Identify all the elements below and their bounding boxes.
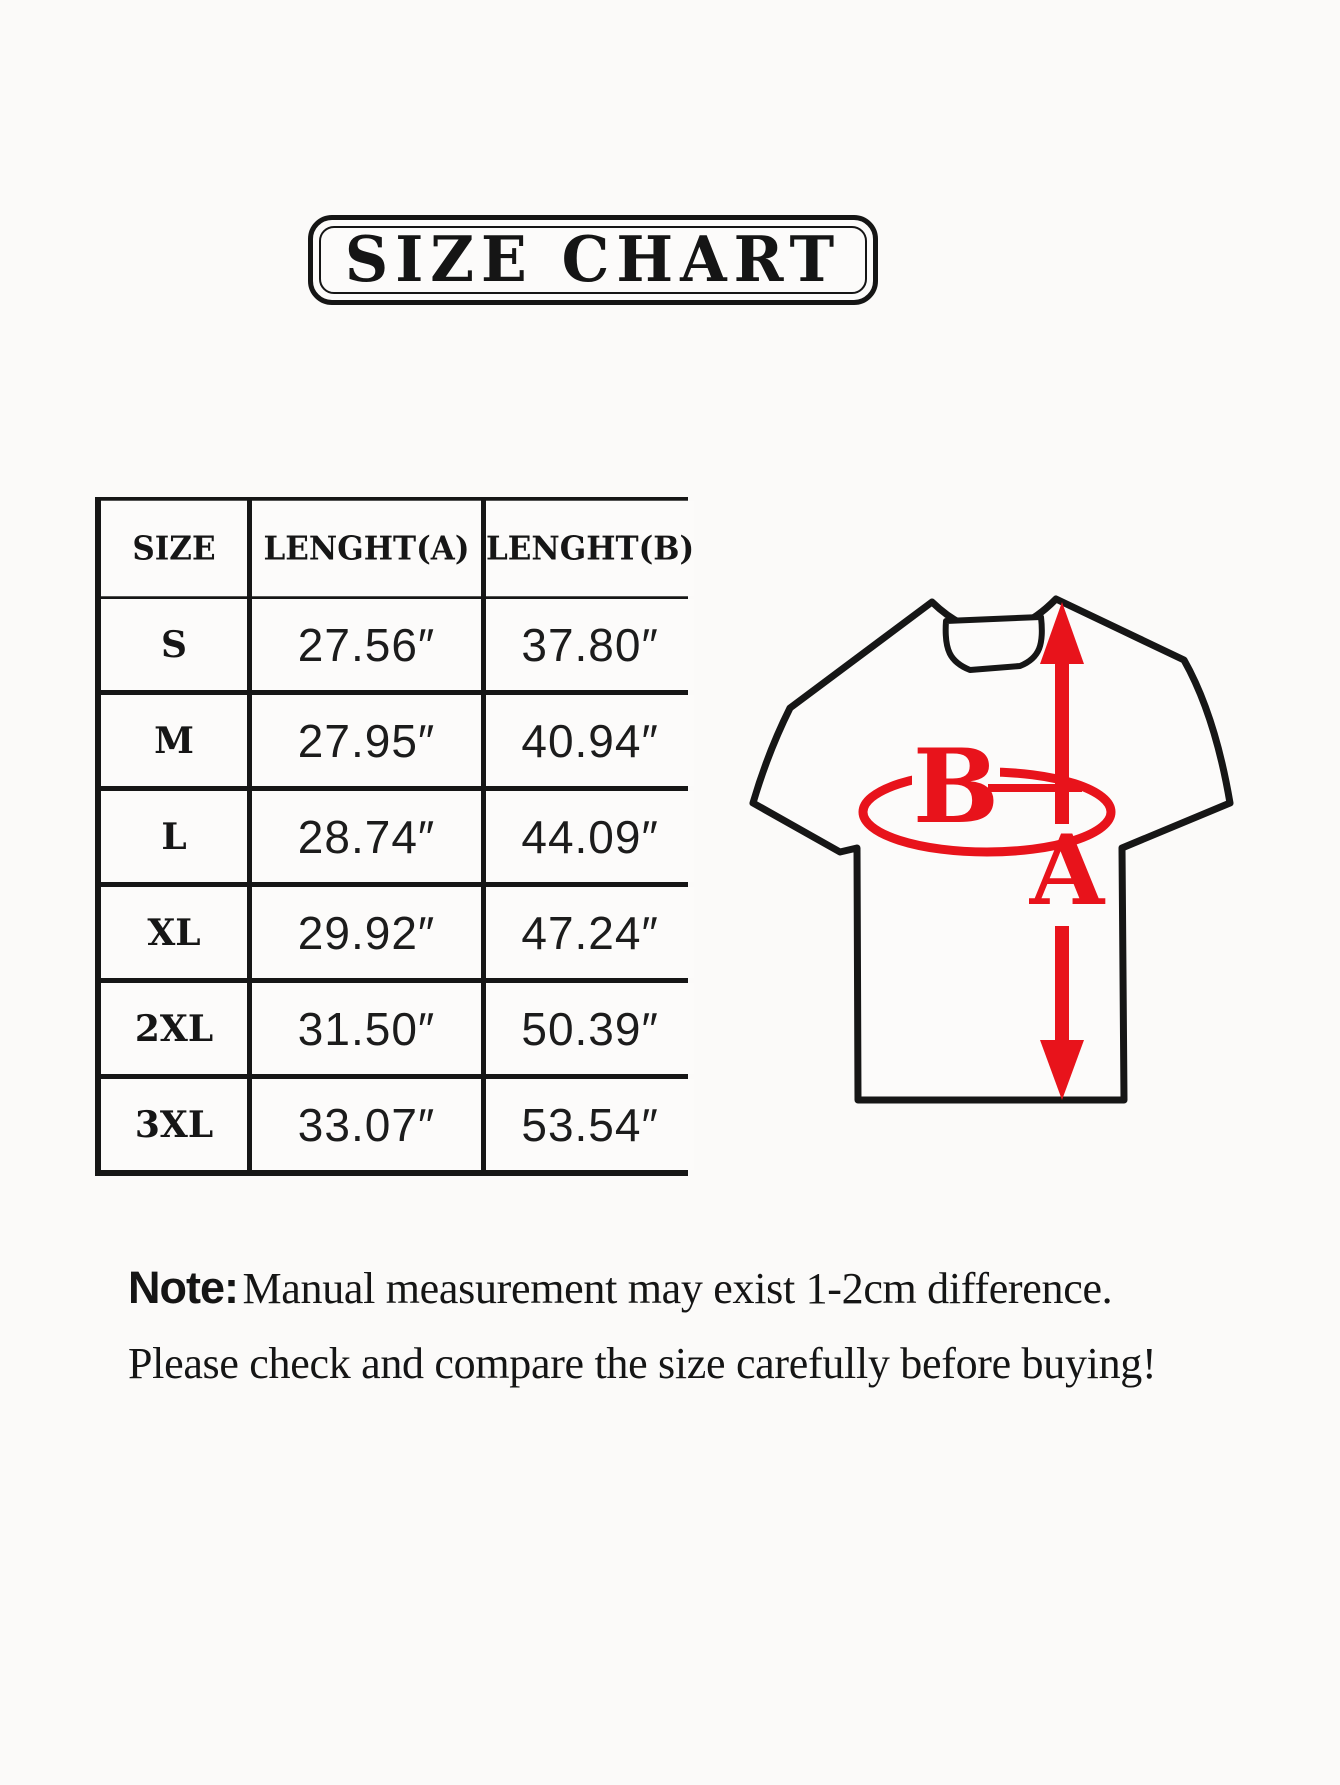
length-a-cell: 33.07″ — [252, 1079, 481, 1170]
size-cell: 3XL — [101, 1079, 247, 1170]
title-box-inner-border: SIZE CHART — [319, 223, 867, 297]
arrow-head-down — [1040, 1040, 1084, 1100]
collar-opening — [942, 614, 1045, 673]
length-b-cell: 40.94″ — [486, 695, 695, 786]
note-line-1: Note: Manual measurement may exist 1-2cm… — [128, 1262, 1113, 1314]
label-a: A — [1029, 814, 1106, 927]
length-a-cell: 31.50″ — [252, 983, 481, 1074]
size-cell: M — [101, 695, 247, 786]
column-header-length-b: LENGHT(B) — [486, 500, 695, 597]
label-b: B — [913, 727, 999, 847]
length-a-cell: 29.92″ — [252, 887, 481, 978]
arrow-head-up — [1040, 602, 1084, 664]
title-box: SIZE CHART — [308, 215, 878, 305]
label-b-halo — [912, 738, 1000, 826]
note-text-1: Manual measurement may exist 1-2cm diffe… — [242, 1264, 1113, 1313]
column-header-length-a: LENGHT(A) — [252, 500, 481, 597]
length-b-cell: 44.09″ — [486, 791, 695, 882]
tshirt-measurement-diagram: B A — [749, 595, 1234, 1104]
size-cell: 2XL — [101, 983, 247, 1074]
note-line-2: Please check and compare the size carefu… — [128, 1338, 1157, 1389]
note-text-2: Please check and compare the size carefu… — [128, 1339, 1157, 1388]
length-b-cell: 50.39″ — [486, 983, 695, 1074]
size-cell: L — [101, 791, 247, 882]
size-cell: S — [101, 599, 247, 690]
length-a-cell: 28.74″ — [252, 791, 481, 882]
length-b-cell: 47.24″ — [486, 887, 695, 978]
column-header-size: SIZE — [101, 500, 247, 597]
length-b-cell: 37.80″ — [486, 599, 695, 690]
page-title: SIZE CHART — [344, 223, 842, 297]
size-cell: XL — [101, 887, 247, 978]
arrow-shaft-bottom — [1055, 926, 1069, 1044]
arrow-shaft-top — [1055, 660, 1069, 824]
note-prefix: Note: — [128, 1262, 239, 1313]
size-chart-table: SIZE LENGHT(A) LENGHT(B) S 27.56″ 37.80″… — [95, 497, 695, 1176]
length-a-cell: 27.56″ — [252, 599, 481, 690]
length-a-cell: 27.95″ — [252, 695, 481, 786]
length-b-cell: 53.54″ — [486, 1079, 695, 1170]
